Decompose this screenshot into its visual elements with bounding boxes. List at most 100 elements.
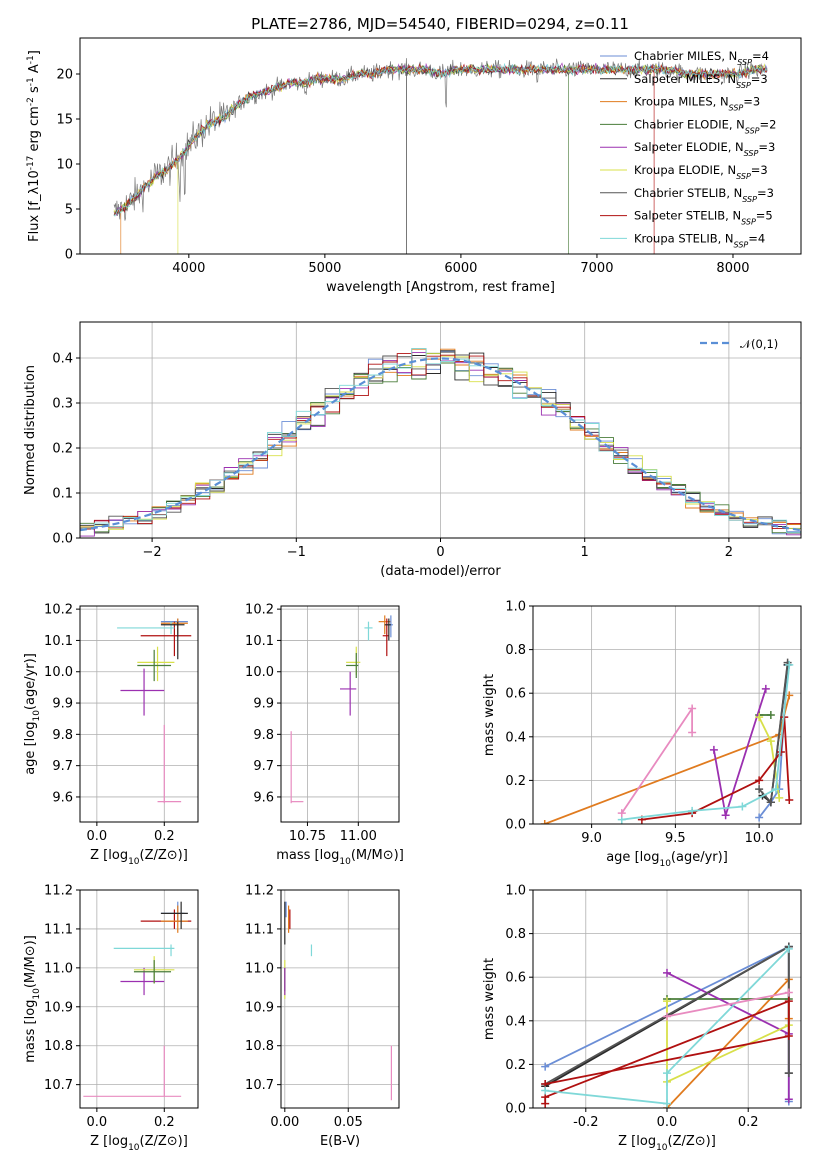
y-tick-label: 10.2 [245, 603, 274, 618]
weight-marker [721, 811, 730, 820]
y-tick-label: 0.2 [52, 442, 73, 457]
errorbar-point [120, 967, 165, 996]
panel-mass-z: 0.0 0.2 10.7 10.8 10.9 11.0 11.1 11.2 Z [log10(Z… [23, 884, 199, 1153]
panel-spectrum: 4000 5000 6000 7000 8000 0 5 10 15 20 wavelength [… [26, 37, 802, 295]
y-tick-label: 0.0 [505, 1102, 526, 1117]
y-tick-label: 0.0 [52, 532, 73, 547]
plot-area [290, 615, 393, 804]
weight-marker [688, 704, 697, 713]
axes-frame [79, 605, 199, 823]
y-axis-label: Flux [f_λ10-17 erg cm-2 s-1 A-1] [26, 50, 42, 242]
weight-marker [663, 1099, 671, 1108]
y-tick-label: 0.6 [505, 971, 526, 986]
weight-marker [766, 798, 775, 807]
axes-frame [280, 889, 400, 1109]
weight-line-4 [666, 971, 790, 1100]
weight-marker [541, 1086, 550, 1095]
weight-marker [784, 1032, 793, 1041]
legend-label: Salpeter ELODIE, NSSP=3 [634, 140, 775, 158]
y-tick-label: 11.0 [245, 961, 274, 976]
x-axis-label: mass [log10(M/M⊙)] [276, 848, 404, 867]
axes-frame [532, 605, 802, 825]
y-tick-label: 11.1 [44, 922, 73, 937]
errorbar-point [364, 621, 373, 641]
errorbar-point [346, 652, 359, 678]
histogram-8 [80, 347, 801, 534]
y-axis-label: mass [log10(M/M⊙)] [23, 935, 42, 1063]
weight-marker [663, 968, 671, 977]
y-tick-label: 20 [56, 68, 73, 83]
x-tick-label: -0.2 [573, 1115, 598, 1130]
y-tick-label: 10.0 [44, 665, 73, 680]
weight-line-9 [621, 705, 693, 814]
y-axis-label: age [log10(age/yr)] [23, 653, 42, 775]
errorbar-point [113, 944, 175, 957]
panel-age-z: 0.0 0.2 9.6 9.7 9.8 9.9 10.0 10.1 10.2 Z [log10(Z… [23, 603, 199, 867]
legend-label: Chabrier MILES, NSSP=4 [634, 49, 769, 67]
plot-area [83, 901, 192, 1097]
x-tick-label: 0.0 [87, 829, 108, 844]
panel-mass-ebv: 0.00 0.05 10.7 10.8 10.9 11.0 11.1 11.2 E(B-V) [245, 884, 400, 1149]
x-tick-label: 10.75 [289, 829, 326, 844]
legend-label: Kroupa MILES, NSSP=3 [634, 95, 760, 113]
y-tick-label: 10.8 [245, 1039, 274, 1054]
y-tick-label: 0.1 [52, 487, 73, 502]
y-tick-label: 5 [65, 203, 73, 218]
y-tick-label: 9.6 [253, 790, 274, 805]
errorbar-point [157, 724, 182, 804]
errorbar-point [137, 646, 175, 682]
x-tick-label: 7000 [580, 261, 613, 276]
y-tick-label: 0 [65, 248, 73, 263]
weight-marker [755, 776, 764, 785]
y-tick-label: 11.0 [44, 961, 73, 976]
legend-label: Kroupa ELODIE, NSSP=3 [634, 163, 768, 181]
x-tick-label: 0.2 [738, 1115, 759, 1130]
y-tick-label: 0.8 [505, 927, 526, 942]
weight-marker [766, 711, 775, 719]
legend-label: Chabrier ELODIE, NSSP=2 [634, 117, 776, 135]
weight-marker [766, 737, 775, 746]
plot-area [80, 347, 801, 537]
y-axis-label: Normed distribution [23, 365, 38, 495]
x-tick-label: 0.00 [270, 1115, 299, 1130]
y-tick-label: 10.1 [44, 634, 73, 649]
errorbar-point [160, 905, 188, 933]
y-tick-label: 11.1 [245, 922, 274, 937]
x-tick-label: 0.2 [154, 1115, 175, 1130]
legend-label: Salpeter MILES, NSSP=3 [634, 72, 768, 90]
y-tick-label: 0.0 [505, 818, 526, 833]
y-tick-label: 0.4 [505, 1014, 526, 1029]
axes-frame [79, 889, 199, 1109]
x-tick-label: 5000 [308, 261, 341, 276]
x-tick-label: 0 [436, 545, 444, 560]
y-tick-label: 11.2 [44, 884, 73, 899]
errorbar-point [83, 1045, 182, 1097]
panel-residuals: −2 −1 0 1 2 0.0 0.1 0.2 0.3 0.4 (data-model)/error… [23, 321, 802, 579]
y-tick-label: 9.8 [52, 728, 73, 743]
legend: Chabrier MILES, NSSP=4 Salpeter MILES, NS… [600, 49, 776, 249]
plot-area [284, 901, 392, 1101]
y-tick-label: 0.4 [505, 730, 526, 745]
x-axis-label: E(B-V) [320, 1134, 360, 1149]
y-tick-label: 10.9 [245, 1000, 274, 1015]
y-tick-label: 9.9 [52, 697, 73, 712]
model-line-8 [114, 63, 768, 217]
weight-line-4 [713, 688, 767, 816]
y-tick-label: 0.6 [505, 687, 526, 702]
weight-marker [617, 809, 626, 818]
y-tick-label: 10.7 [245, 1078, 274, 1093]
weight-marker [784, 1095, 793, 1104]
weight-marker [688, 728, 697, 737]
x-tick-label: 0.05 [334, 1115, 363, 1130]
weight-marker [775, 793, 784, 802]
x-tick-label: 0.0 [657, 1115, 678, 1130]
weight-marker [784, 944, 793, 953]
panel-age-mass: 10.75 11.00 9.6 9.7 9.8 9.9 10.0 10.1 10.2 mass [… [245, 603, 404, 867]
y-tick-label: 10 [56, 158, 73, 173]
y-tick-label: 15 [56, 113, 73, 128]
weight-marker [663, 1012, 671, 1021]
weight-marker [785, 796, 794, 805]
normal-curve [80, 357, 801, 532]
x-tick-label: 8000 [716, 261, 749, 276]
weight-marker [540, 820, 549, 824]
